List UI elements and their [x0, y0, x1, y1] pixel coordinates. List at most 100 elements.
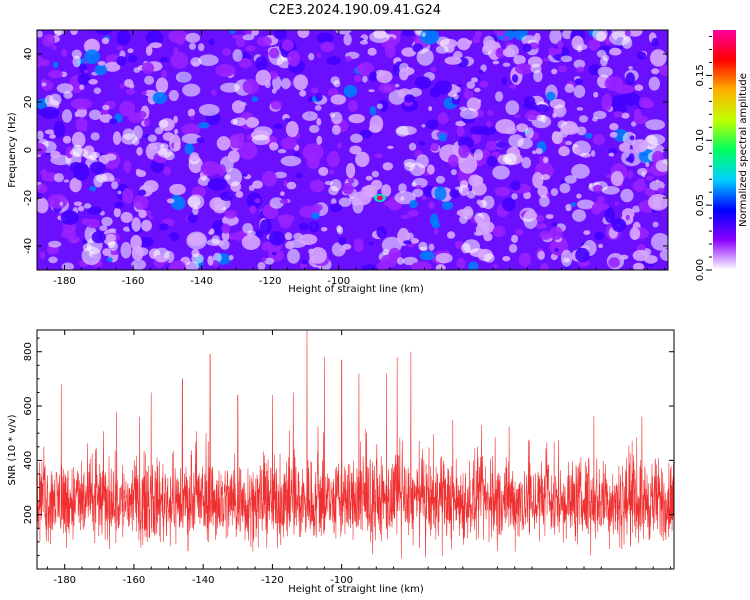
colorbar-tick-label: 0.15 [695, 64, 706, 86]
heatmap-cell [597, 195, 605, 204]
heatmap-cell [90, 132, 100, 141]
heatmap-cell [458, 154, 478, 174]
heatmap-cell [464, 87, 469, 92]
heatmap-cell [492, 264, 499, 269]
heatmap-cell [448, 154, 459, 167]
heatmap-cell [252, 180, 263, 189]
heatmap-cell [143, 180, 159, 193]
heatmap-cell [559, 183, 571, 194]
heatmap-cell [343, 33, 352, 46]
heatmap-cell [209, 228, 215, 235]
heatmap-cell [338, 197, 352, 207]
heatmap-cell [245, 117, 259, 128]
snr-x-label: Height of straight line (km) [288, 584, 424, 595]
heatmap-cell [468, 174, 482, 187]
heatmap-cell [169, 183, 186, 196]
heatmap-cell [187, 213, 198, 224]
heatmap-cell [362, 75, 368, 83]
heatmap-cell [578, 115, 589, 123]
heatmap-cell [161, 69, 167, 79]
x-tick-label: -160 [122, 276, 145, 287]
heatmap-cell [598, 243, 604, 249]
heatmap-cell [382, 162, 394, 171]
heatmap-cell [369, 115, 384, 133]
heatmap-cell [224, 210, 237, 219]
heatmap-cell [441, 201, 454, 210]
heatmap-cell [69, 161, 83, 172]
heatmap-cell [157, 148, 173, 158]
heatmap-cell [343, 84, 358, 98]
heatmap-cell [486, 140, 498, 151]
heatmap-cell [261, 242, 272, 251]
heatmap-cell [79, 84, 85, 90]
heatmap-cell [471, 131, 482, 144]
heatmap-cell [222, 48, 232, 56]
heatmap-cell [501, 77, 507, 85]
heatmap-cell [70, 30, 78, 36]
heatmap-cell [37, 142, 47, 155]
heatmap-cell [628, 153, 635, 164]
heatmap-cell [185, 261, 199, 270]
heatmap-cell [648, 76, 660, 91]
heatmap-cell [414, 76, 432, 89]
heatmap-cell [256, 36, 272, 47]
heatmap-cell [515, 63, 533, 75]
heatmap-cell [245, 45, 256, 52]
heatmap-cell [430, 66, 437, 73]
heatmap-cell [77, 73, 91, 86]
heatmap-cell [70, 98, 93, 110]
heatmap-cell [430, 213, 439, 227]
heatmap-cell [138, 209, 147, 219]
heatmap-cell [396, 30, 401, 35]
heatmap-cell [138, 189, 147, 196]
heatmap-cell [552, 222, 558, 228]
heatmap-cell [67, 235, 80, 244]
heatmap-cell [641, 171, 646, 178]
heatmap-cell [655, 159, 668, 172]
heatmap-cell [324, 180, 334, 186]
heatmap-cell [271, 251, 277, 256]
heatmap-cell [472, 35, 481, 44]
heatmap-cell [285, 121, 299, 138]
heatmap-cell [331, 124, 341, 135]
heatmap-cell [190, 115, 194, 121]
heatmap-cell [376, 195, 383, 201]
heatmap-cell [82, 126, 88, 132]
heatmap-y-label: Frequency (Hz) [7, 112, 18, 188]
heatmap-cell [510, 180, 521, 191]
heatmap-cell [455, 120, 466, 127]
heatmap-cell [173, 115, 178, 124]
heatmap-cell [609, 47, 622, 56]
colorbar-tick-label: 0.10 [695, 129, 706, 151]
heatmap-cell [590, 150, 596, 157]
heatmap-cell [37, 56, 44, 68]
heatmap-cell [219, 191, 234, 201]
heatmap-cell [394, 191, 416, 205]
snr-y-ticks: 200 400 600 800 [23, 337, 674, 556]
heatmap-cell [593, 91, 599, 98]
heatmap-cell [116, 30, 131, 46]
heatmap-cell [72, 144, 83, 156]
heatmap-cell [138, 236, 154, 248]
heatmap-cell [52, 44, 57, 51]
heatmap-cell [466, 190, 476, 199]
heatmap-cell [570, 202, 577, 207]
heatmap-cell [657, 187, 665, 194]
y-tick-label: 40 [23, 48, 34, 61]
heatmap-cell [576, 45, 583, 53]
heatmap-cell [170, 52, 189, 69]
heatmap-cell [166, 198, 175, 204]
heatmap-cell [614, 201, 619, 206]
heatmap-cell [535, 147, 543, 155]
heatmap-cell [505, 100, 520, 115]
heatmap-cell [336, 225, 342, 233]
heatmap-cell [658, 64, 668, 76]
heatmap-cell [575, 78, 583, 85]
heatmap-cell [48, 256, 58, 264]
heatmap-cell [196, 137, 205, 144]
heatmap-cell [546, 91, 556, 102]
heatmap-cell [298, 222, 309, 231]
heatmap-cell [537, 185, 548, 197]
heatmap-cell [456, 257, 466, 269]
heatmap-cell [225, 168, 242, 187]
